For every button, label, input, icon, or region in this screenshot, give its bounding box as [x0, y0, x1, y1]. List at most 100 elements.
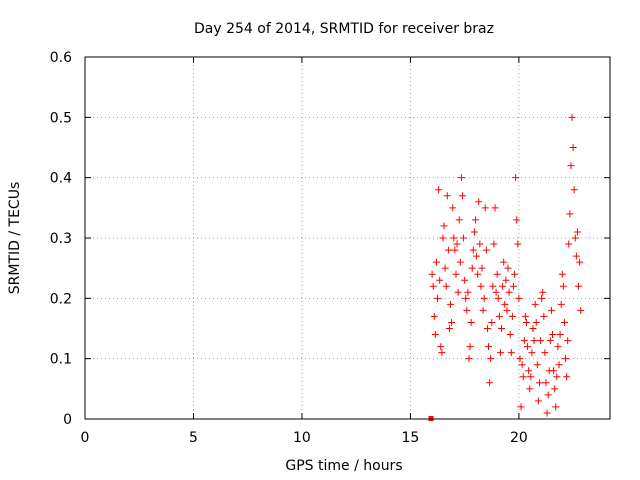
data-point: [543, 409, 551, 417]
data-point: [570, 186, 578, 194]
x-tick-label: 0: [81, 430, 90, 446]
data-point: [577, 306, 585, 314]
data-point: [512, 174, 520, 182]
data-point: [455, 216, 463, 224]
x-tick-label: 10: [293, 430, 311, 446]
data-point: [520, 337, 528, 345]
data-point: [560, 318, 568, 326]
data-point: [428, 270, 436, 278]
data-point: [515, 294, 523, 302]
data-point: [566, 210, 574, 218]
data-point: [471, 216, 479, 224]
data-point: [564, 337, 572, 345]
data-point: [452, 270, 460, 278]
data-point: [556, 331, 564, 339]
data-point: [475, 198, 483, 206]
data-point: [526, 385, 534, 393]
data-point: [547, 306, 555, 314]
x-tick-label: 20: [510, 430, 528, 446]
data-point: [508, 312, 516, 320]
data-point: [538, 294, 546, 302]
data-point: [487, 355, 495, 363]
data-points: [428, 113, 585, 421]
data-point: [505, 288, 513, 296]
data-point: [478, 264, 486, 272]
y-tick-label: 0.5: [50, 110, 72, 126]
data-point: [528, 349, 536, 357]
data-point: [429, 282, 437, 290]
data-point: [430, 312, 438, 320]
data-point: [501, 300, 509, 308]
data-point: [551, 385, 559, 393]
grid-lines: [85, 57, 610, 419]
data-point: [576, 258, 584, 266]
data-point: [524, 343, 532, 351]
data-point: [449, 204, 457, 212]
data-point: [527, 373, 535, 381]
data-point: [436, 276, 444, 284]
data-point: [531, 300, 539, 308]
y-tick-label: 0.4: [50, 171, 72, 187]
data-point: [504, 264, 512, 272]
data-point: [432, 258, 440, 266]
data-point: [464, 288, 472, 296]
data-point: [542, 379, 550, 387]
data-point: [533, 361, 541, 369]
data-point: [514, 240, 522, 248]
data-point: [458, 192, 466, 200]
data-point: [435, 186, 443, 194]
data-point: [500, 258, 508, 266]
data-point: [562, 355, 570, 363]
x-axis-label: GPS time / hours: [285, 458, 402, 474]
data-point: [544, 391, 552, 399]
data-point: [546, 337, 554, 345]
y-tick-label: 0.6: [50, 50, 72, 66]
data-point: [476, 240, 484, 248]
data-point: [516, 355, 524, 363]
data-point: [465, 355, 473, 363]
data-point: [474, 270, 482, 278]
data-point: [549, 331, 557, 339]
data-point: [461, 276, 469, 284]
y-tick-label: 0.2: [50, 291, 72, 307]
data-point: [479, 306, 487, 314]
data-point: [535, 379, 543, 387]
data-point: [451, 246, 459, 254]
data-point: [541, 349, 549, 357]
data-point: [445, 325, 453, 332]
data-point: [532, 318, 540, 326]
data-point: [519, 373, 527, 381]
data-point: [453, 240, 461, 248]
data-point: [477, 282, 485, 290]
data-point: [467, 318, 475, 326]
data-point: [457, 174, 465, 182]
data-point: [557, 300, 565, 308]
data-point: [460, 234, 468, 242]
y-tick-label: 0.3: [50, 231, 72, 247]
data-point: [470, 228, 478, 236]
data-point: [431, 331, 439, 339]
data-point: [473, 252, 481, 260]
data-point: [499, 282, 507, 290]
x-tick-label: 15: [401, 430, 419, 446]
data-point: [450, 234, 458, 242]
data-point: [498, 325, 506, 332]
data-point: [555, 361, 563, 369]
data-point: [525, 367, 533, 375]
data-point: [522, 318, 530, 326]
data-point: [559, 282, 567, 290]
data-point: [468, 264, 476, 272]
data-point: [483, 325, 491, 332]
data-point: [438, 349, 446, 357]
data-point: [558, 270, 566, 278]
data-point: [530, 337, 538, 345]
data-point: [447, 300, 455, 308]
data-point: [434, 294, 442, 302]
data-point: [506, 331, 514, 339]
data-point: [518, 361, 526, 369]
data-point: [439, 234, 447, 242]
data-point: [444, 246, 452, 254]
data-point: [494, 294, 502, 302]
data-point: [552, 403, 560, 411]
